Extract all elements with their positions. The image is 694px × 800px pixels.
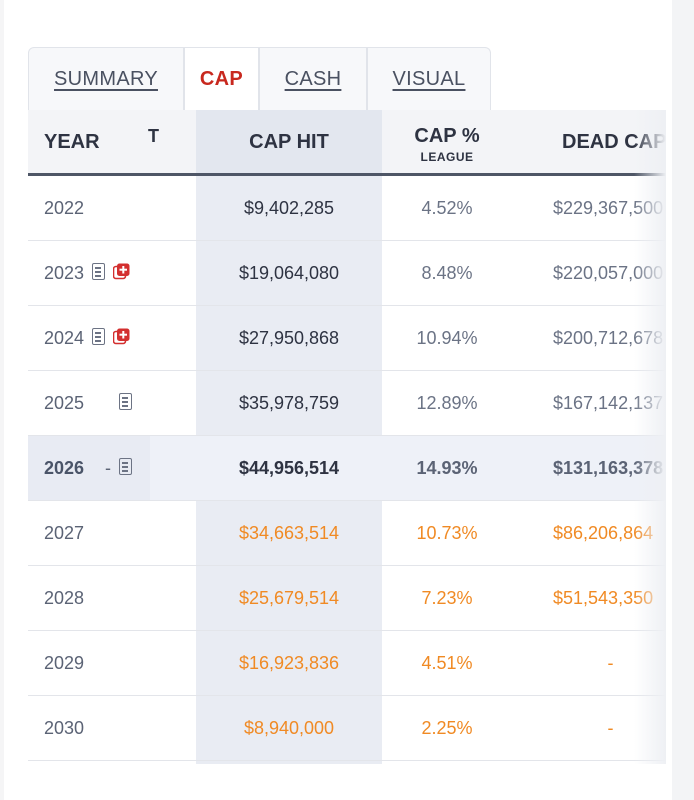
table-row: 2029 $16,923,836 4.51% - — [28, 631, 666, 696]
dead-cap-cell: $51,543,350 — [553, 587, 654, 608]
cap-hit-cell: $9,402,285 — [243, 197, 335, 218]
cap-hit-cell: $16,923,836 — [238, 652, 340, 673]
table-row: 2030 $8,940,000 2.25% - — [28, 696, 666, 761]
table-row: 2023 $19,064,080 8.48% $220,057,000 — [28, 241, 666, 306]
table-row: 2028 $25,679,514 7.23% $51,543,350 — [28, 566, 666, 631]
tab-cash[interactable]: CASH — [259, 47, 367, 110]
table-row: 2027 $34,663,514 10.73% $86,206,864 — [28, 501, 666, 566]
year-cell: 2029 — [44, 652, 85, 673]
dead-cap-cell: - — [607, 717, 614, 738]
document-icon[interactable] — [119, 393, 132, 410]
header-cap-percent-sub: LEAGUE — [420, 150, 474, 164]
cap-percent-cell: 10.94% — [416, 327, 478, 348]
table-row: 2025 $35,978,759 12.89% $167,142,137 — [28, 371, 666, 436]
cap-percent-cell: 8.48% — [421, 262, 473, 283]
dead-cap-cell: - — [607, 652, 614, 673]
dead-cap-cell: $86,206,864 — [553, 522, 654, 543]
page-edge-right — [672, 0, 694, 800]
cap-percent-cell: 7.23% — [421, 587, 473, 608]
cap-hit-header-bg — [196, 110, 382, 173]
document-icon[interactable] — [119, 458, 132, 475]
dead-cap-cell: $200,712,678 — [553, 327, 664, 348]
table-header-row: YEAR T CAP HIT CAP % LEAGUE DEAD CAP — [28, 110, 666, 176]
cap-percent-cell: 12.89% — [416, 392, 478, 413]
current-year-highlight — [28, 436, 150, 500]
dead-cap-cell: $220,057,000 — [553, 262, 664, 283]
table-row-current: 2026 - $44,956,514 14.93% $131,163,378 — [28, 436, 666, 501]
table-row: 2024 $27,950,868 10.94% $200,712,678 — [28, 306, 666, 371]
cap-hit-cell: $34,663,514 — [238, 522, 340, 543]
cap-percent-cell: 4.52% — [421, 197, 473, 218]
header-year[interactable]: YEAR — [44, 131, 100, 153]
cap-percent-cell: 4.51% — [421, 652, 473, 673]
year-cell: 2028 — [44, 587, 85, 608]
tab-cap[interactable]: CAP — [184, 47, 259, 110]
tab-visual[interactable]: VISUAL — [367, 47, 491, 110]
year-cell: 2024 — [44, 327, 85, 348]
injury-icon[interactable] — [113, 263, 130, 280]
year-cell: 2027 — [44, 522, 85, 543]
cap-hit-cell: $35,978,759 — [238, 392, 340, 413]
cap-table: YEAR T CAP HIT CAP % LEAGUE DEAD CAP 202… — [28, 110, 666, 764]
tab-summary[interactable]: SUMMARY — [28, 47, 184, 110]
header-t-marker: T — [148, 126, 159, 146]
cap-hit-cell: $8,940,000 — [243, 717, 335, 738]
header-cap-percent[interactable]: CAP % — [414, 125, 480, 147]
cap-hit-cell: $27,950,868 — [238, 327, 340, 348]
year-cell: 2022 — [44, 197, 85, 218]
cap-percent-cell: 2.25% — [421, 717, 473, 738]
cap-hit-cell: $44,956,514 — [238, 457, 340, 478]
year-cell: 2025 — [44, 392, 85, 413]
year-cell: 2023 — [44, 262, 85, 283]
cap-hit-cell: $25,679,514 — [238, 587, 340, 608]
tab-bar: SUMMARY CAP CASH VISUAL — [28, 47, 491, 110]
year-cell: 2026 — [44, 457, 85, 478]
year-cell: 2030 — [44, 717, 85, 738]
page-edge-left — [0, 0, 4, 800]
header-cap-hit[interactable]: CAP HIT — [249, 131, 329, 153]
cap-hit-cell: $19,064,080 — [238, 262, 340, 283]
table-row: 2022 $9,402,285 4.52% $229,367,500 — [28, 176, 666, 241]
cap-percent-cell: 10.73% — [416, 522, 478, 543]
injury-icon[interactable] — [113, 328, 130, 345]
dead-cap-cell: $131,163,378 — [553, 457, 664, 478]
dead-cap-cell: $229,367,500 — [553, 197, 664, 218]
document-icon[interactable] — [92, 263, 105, 280]
header-dead-cap[interactable]: DEAD CAP — [562, 131, 666, 153]
current-year-marker: - — [105, 457, 111, 478]
dead-cap-cell: $167,142,137 — [553, 392, 664, 413]
document-icon[interactable] — [92, 328, 105, 345]
cap-percent-cell: 14.93% — [416, 457, 478, 478]
